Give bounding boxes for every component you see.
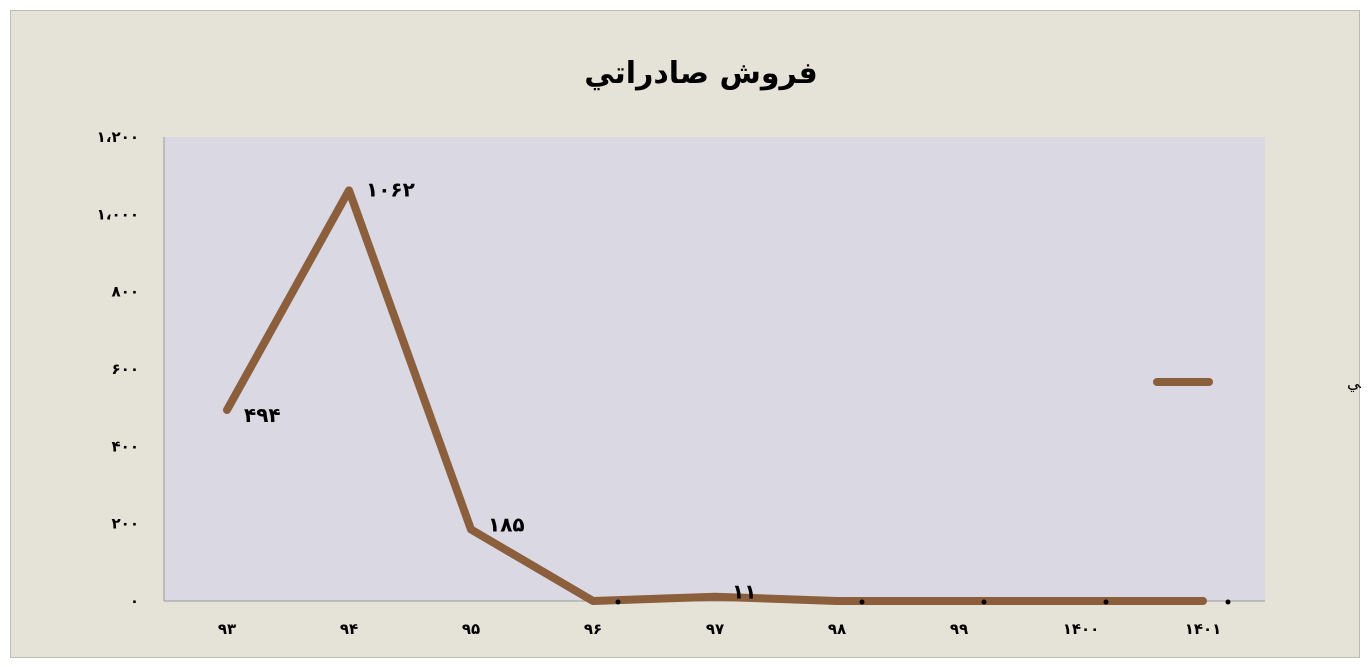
- data-label-zero: [1103, 599, 1109, 605]
- data-label: ۴۹۴: [244, 403, 281, 427]
- x-axis: ۹۳ ۹۴ ۹۵ ۹۶ ۹۷ ۹۸ ۹۹ ۱۴۰۰ ۱۴۰۱: [164, 600, 1265, 638]
- y-tick-label: ۴۰۰: [112, 437, 139, 455]
- data-label-zero: [615, 599, 621, 605]
- x-tick-label: ۹۸: [828, 620, 846, 638]
- x-tick-label: ۱۴۰۰: [1063, 620, 1100, 638]
- y-tick-label: ۰: [130, 592, 139, 610]
- x-tick-label: ۹۹: [950, 620, 968, 638]
- x-tick-label: ۹۷: [706, 620, 724, 638]
- x-tick-label: ۹۳: [218, 620, 236, 638]
- data-labels: ۴۹۴ ۱۰۶۲ ۱۸۵ ۱۱: [244, 177, 1231, 605]
- series-layer: [223, 186, 1207, 605]
- x-tick-label: ۱۴۰۱: [1185, 620, 1222, 638]
- x-tick-label: ۹۵: [462, 620, 480, 638]
- legend-label: فروش صادراتي: [1347, 373, 1361, 393]
- data-label: ۱۱: [732, 580, 756, 604]
- series-line: [223, 186, 1207, 605]
- chart-frame: فروش صادراتي ۰ ۲۰۰ ۴۰۰ ۶۰۰ ۸۰۰ ۱،۰۰۰ ۱،۲۰۰ ۹۳ ۹…: [10, 10, 1361, 658]
- chart-title: فروش صادراتي: [584, 56, 818, 91]
- data-label-zero: [859, 599, 865, 605]
- y-tick-label: ۸۰۰: [112, 283, 139, 301]
- x-tick-label: ۹۴: [340, 620, 358, 638]
- y-axis: ۰ ۲۰۰ ۴۰۰ ۶۰۰ ۸۰۰ ۱،۰۰۰ ۱،۲۰۰: [97, 128, 165, 610]
- data-label: ۱۰۶۲: [366, 177, 415, 201]
- y-tick-label: ۱،۲۰۰: [97, 128, 139, 146]
- x-tick-label: ۹۶: [584, 620, 602, 638]
- data-label: ۱۸۵: [488, 512, 525, 536]
- y-tick-label: ۱،۰۰۰: [97, 205, 139, 223]
- y-tick-label: ۲۰۰: [112, 515, 139, 533]
- legend: فروش صادراتي: [1153, 373, 1361, 393]
- y-tick-label: ۶۰۰: [112, 360, 139, 378]
- plot-area: [164, 137, 1265, 601]
- data-label-zero: [1225, 599, 1231, 605]
- data-label-zero: [981, 599, 987, 605]
